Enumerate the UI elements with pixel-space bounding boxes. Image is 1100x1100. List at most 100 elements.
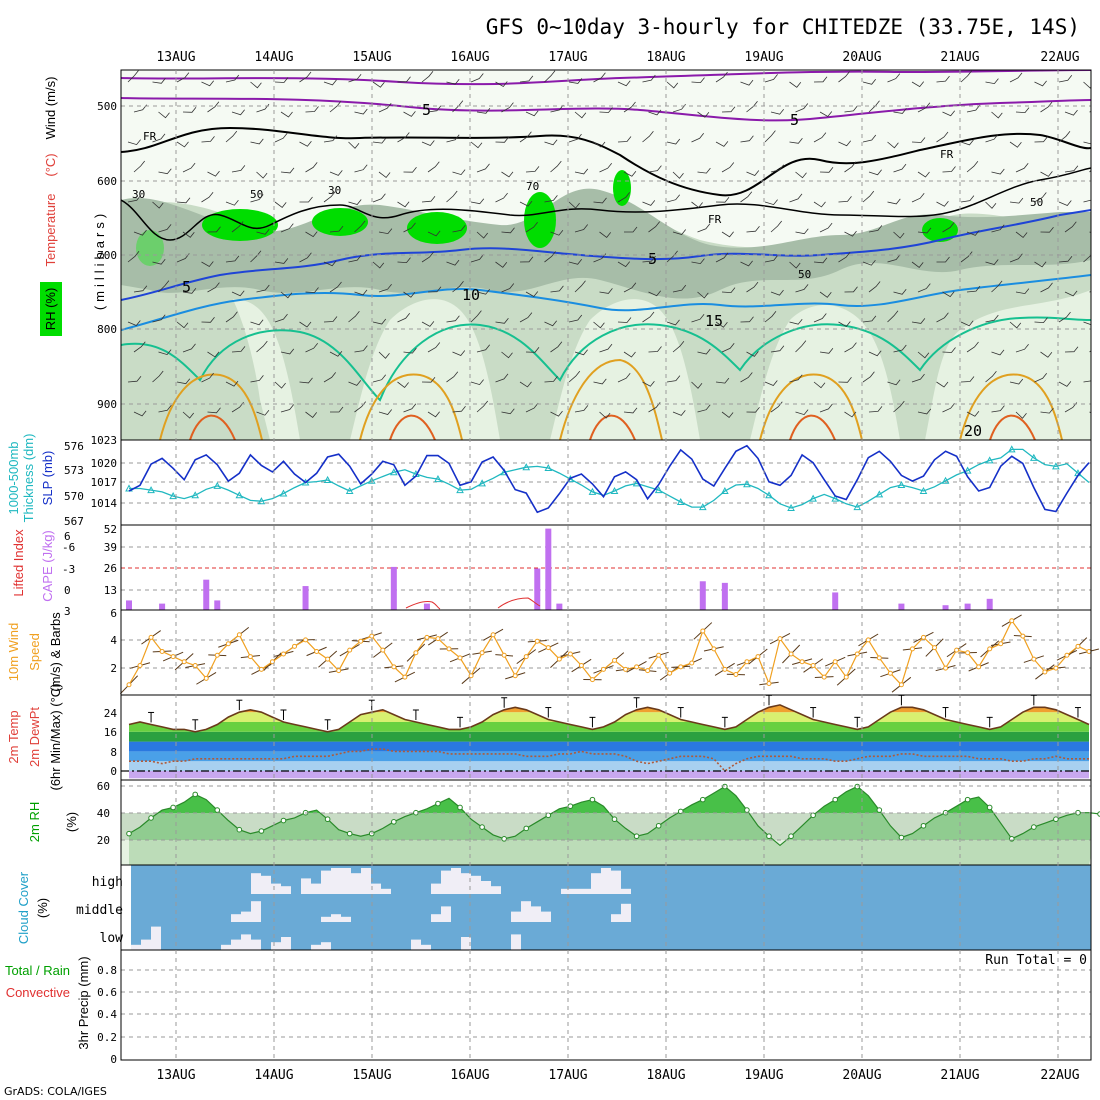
upper-wind-barb	[452, 169, 466, 176]
rh-saturated-blob	[136, 230, 164, 266]
rh-point	[192, 791, 199, 798]
wind-speed-point	[325, 656, 331, 662]
cloud-level-label: low	[100, 931, 124, 946]
wind-speed-point	[148, 634, 154, 640]
upper-wind-barb	[201, 261, 214, 268]
upper-wind-barb	[795, 284, 809, 293]
upper-wind-barb	[446, 259, 460, 266]
rh-point	[810, 812, 816, 819]
upper-wind-barb	[550, 410, 563, 417]
contour-label: 50	[250, 188, 263, 201]
thickness-tick: 576	[64, 440, 84, 453]
cloud-bar-low	[151, 926, 161, 950]
upper-wind-barb	[550, 160, 562, 173]
cape-bar	[126, 600, 132, 610]
cloud-bar-low	[141, 939, 151, 950]
rh-point	[148, 815, 154, 821]
upper-wind-barb	[764, 199, 778, 206]
wind-speed-point	[1020, 633, 1026, 639]
upper-wind-barb	[691, 201, 703, 209]
rh-point	[1031, 824, 1037, 830]
temp-band	[129, 761, 1089, 771]
upper-wind-barb	[446, 371, 459, 383]
thickness-point	[235, 491, 244, 499]
isotherm-20	[159, 358, 1063, 440]
upper-wind-barb	[182, 162, 196, 173]
upper-wind-barb	[1034, 317, 1048, 324]
upper-wind-barb	[1034, 80, 1047, 87]
upper-wind-barb	[985, 133, 999, 143]
temp-band	[129, 731, 1089, 742]
upper-wind-barb	[348, 199, 362, 205]
top-date-label: 17AUG	[548, 50, 587, 65]
upper-wind-barb	[403, 111, 416, 117]
upper-wind-barb	[495, 81, 508, 88]
upper-wind-barb	[1009, 72, 1023, 83]
upper-wind-barb	[274, 201, 287, 208]
upper-wind-barb	[1083, 321, 1091, 326]
upper-wind-barb	[1040, 171, 1053, 177]
upper-wind-barb	[544, 139, 558, 146]
upper-wind-barb	[936, 256, 950, 263]
thickness-tick: 570	[64, 490, 84, 503]
upper-wind-barb	[868, 281, 881, 293]
upper-wind-barb	[182, 343, 196, 353]
upper-wind-barb	[550, 285, 564, 293]
wind-speed-point	[380, 647, 386, 653]
upper-wind-barb	[182, 411, 195, 419]
cloud-bar-high	[591, 873, 601, 894]
upper-wind-barb	[985, 259, 999, 265]
upper-wind-barb	[225, 380, 239, 387]
upper-wind-barb	[942, 110, 956, 117]
upper-wind-barb	[617, 136, 632, 143]
upper-wind-barb	[348, 310, 360, 323]
upper-panel-grid	[121, 105, 1091, 405]
upper-wind-barb	[133, 229, 147, 236]
upper-wind-barb	[550, 229, 564, 236]
upper-wind-barb	[819, 111, 833, 118]
upper-wind-barb	[789, 81, 802, 88]
rh-point	[126, 830, 132, 837]
upper-wind-barb	[225, 311, 238, 323]
rh-tick: 60	[97, 780, 110, 793]
upper-ylabel-temp-unit: (°C)	[43, 153, 58, 176]
upper-wind-barb	[378, 283, 392, 293]
rh2m-panel: 60 40 20 2m RH (%)	[27, 779, 1100, 866]
upper-wind-barb	[152, 314, 166, 323]
upper-wind-barb	[1058, 131, 1071, 143]
upper-wind-barb	[446, 78, 460, 85]
rh-point	[214, 807, 221, 813]
upper-wind-barb	[1040, 101, 1053, 113]
upper-wind-barb	[770, 289, 784, 296]
upper-wind-barb	[991, 280, 1003, 293]
contour-label: 50	[798, 268, 811, 281]
thickness-point	[787, 503, 795, 511]
dewpoint-line	[129, 748, 1089, 773]
wind-tick: 2	[110, 662, 117, 675]
precip-tick: 0.6	[97, 986, 117, 999]
upper-wind-barb	[648, 290, 662, 297]
upper-wind-barb	[813, 76, 828, 83]
upper-wind-barb	[813, 201, 826, 208]
wind-speed-point	[600, 666, 606, 672]
cloud-ylabel-2: (%)	[35, 898, 50, 918]
cape-tick: 52	[104, 523, 117, 536]
upper-wind-barb	[403, 347, 417, 354]
rh-point	[611, 816, 618, 823]
rh-point	[567, 803, 574, 809]
cloud-bar-middle	[621, 903, 631, 922]
wind-speed-point	[1064, 652, 1070, 658]
thickness-point	[1007, 445, 1016, 453]
upper-wind-barb	[225, 255, 240, 263]
wind-speed-point	[733, 672, 739, 677]
upper-wind-barb	[182, 107, 197, 113]
upper-wind-barb	[519, 200, 533, 207]
upper-wind-barb	[225, 130, 238, 143]
upper-yticks: 500 600 700 800 900 1023	[91, 100, 118, 447]
upper-wind-barb	[158, 111, 170, 119]
upper-wind-barb	[813, 257, 828, 264]
upper-wind-barb	[1015, 288, 1030, 295]
top-date-label: 19AUG	[744, 50, 783, 65]
upper-wind-barb	[642, 380, 655, 387]
upper-wind-barb	[207, 170, 220, 177]
